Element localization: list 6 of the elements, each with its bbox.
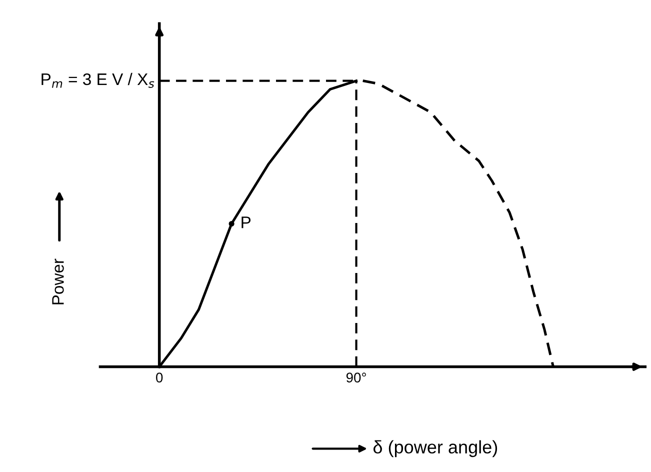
- annotation: P$_{m}$ = 3 E V / X$_{s}$: [42, 72, 154, 88]
- x-tick-label: 90°: [346, 372, 366, 383]
- x-tick-label: 0: [156, 372, 163, 383]
- x-axis-title: δ (power angle): [373, 440, 498, 458]
- y-axis-title: Power: [52, 258, 64, 304]
- annotation: P: [242, 216, 251, 228]
